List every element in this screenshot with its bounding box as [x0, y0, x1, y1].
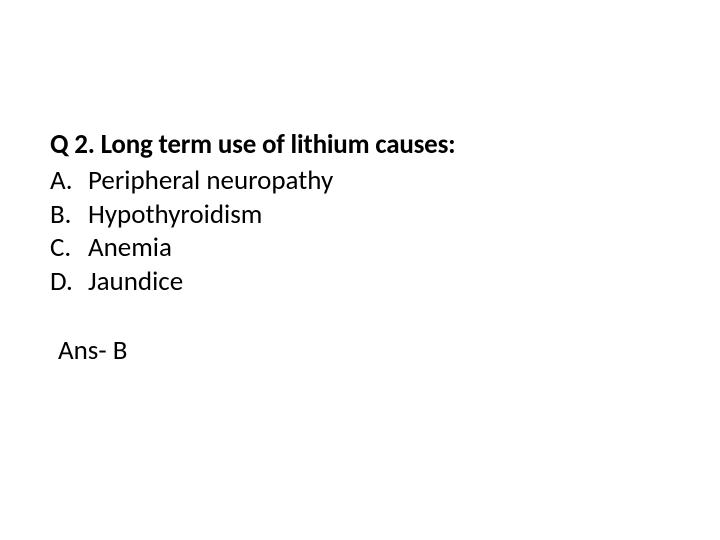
- question-text: Long term use of lithium causes:: [101, 128, 456, 161]
- option-d: D. Jaundice: [50, 265, 720, 299]
- slide: Q 2. Long term use of lithium causes: A.…: [0, 0, 720, 540]
- option-letter: C.: [50, 231, 88, 265]
- option-text: Jaundice: [88, 265, 183, 299]
- option-text: Hypothyroidism: [88, 198, 262, 232]
- option-letter: A.: [50, 164, 88, 198]
- option-text: Peripheral neuropathy: [88, 164, 333, 198]
- options-list: A. Peripheral neuropathy B. Hypothyroidi…: [50, 164, 720, 299]
- option-letter: D.: [50, 265, 88, 299]
- option-b: B. Hypothyroidism: [50, 198, 720, 232]
- option-c: C. Anemia: [50, 231, 720, 265]
- question-line: Q 2. Long term use of lithium causes:: [50, 128, 720, 162]
- option-letter: B.: [50, 198, 88, 232]
- option-text: Anemia: [88, 231, 172, 265]
- option-a: A. Peripheral neuropathy: [50, 164, 720, 198]
- answer-line: Ans- B: [58, 334, 720, 368]
- question-number: Q 2.: [50, 128, 95, 161]
